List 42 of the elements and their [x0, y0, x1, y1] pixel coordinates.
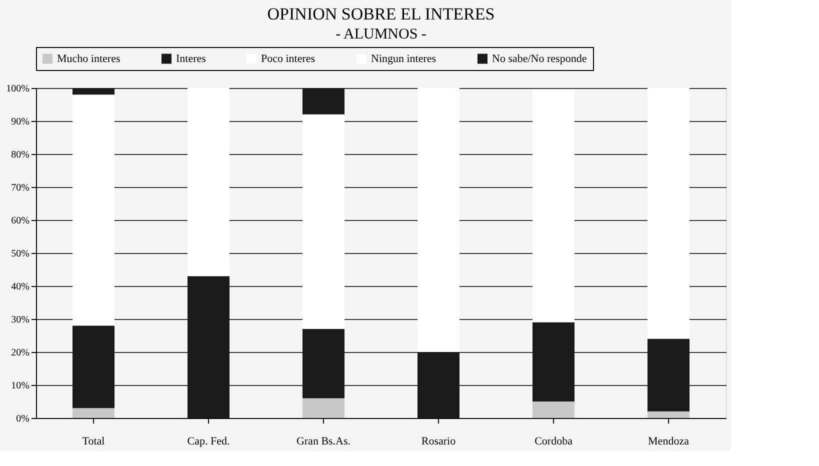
x-tick-label: Mendoza: [648, 436, 690, 448]
legend-label: Poco interes: [261, 52, 316, 65]
bar: [72, 408, 114, 418]
y-tick-label: 10%: [11, 380, 30, 392]
y-tick-label: 30%: [11, 314, 30, 326]
bar: [532, 402, 574, 418]
x-tick-label: Gran Bs.As.: [296, 436, 351, 448]
y-tick-label: 0%: [16, 414, 30, 424]
bar: [648, 411, 690, 418]
y-tick-label: 100%: [6, 84, 30, 94]
legend-label: Mucho interes: [57, 52, 120, 65]
y-tick-label: 70%: [11, 182, 30, 194]
bar: [188, 88, 230, 276]
x-tick-label: Cap. Fed.: [187, 436, 230, 448]
y-tick-label: 90%: [11, 116, 30, 128]
y-tick-label: 80%: [11, 150, 30, 160]
y-tick-label: 60%: [11, 216, 30, 226]
chart-title: OPINION SOBRE EL INTERES: [267, 4, 495, 24]
y-tick-label: 50%: [11, 248, 30, 260]
bar: [188, 276, 230, 418]
legend-label: Ningun interes: [371, 52, 436, 65]
legend-label: Interes: [176, 52, 206, 65]
bar: [302, 328, 344, 398]
x-tick-label: Total: [82, 436, 105, 448]
y-tick-label: 20%: [11, 348, 30, 358]
x-tick-label: Rosario: [421, 436, 456, 448]
bar: [302, 398, 344, 418]
bar: [648, 338, 690, 412]
y-tick-label: 40%: [11, 282, 30, 292]
bar: [418, 352, 460, 418]
bar: [302, 114, 344, 329]
chart-subtitle: - ALUMNOS -: [336, 26, 426, 42]
bar: [302, 88, 344, 114]
bar: [72, 88, 114, 95]
legend-label: No sabe/No responde: [492, 52, 587, 65]
bar: [418, 88, 460, 352]
bar: [72, 326, 114, 408]
bar: [532, 322, 574, 402]
bar: [532, 90, 574, 322]
bar: [648, 88, 690, 339]
bar: [72, 94, 114, 326]
x-tick-label: Cordoba: [534, 436, 573, 448]
